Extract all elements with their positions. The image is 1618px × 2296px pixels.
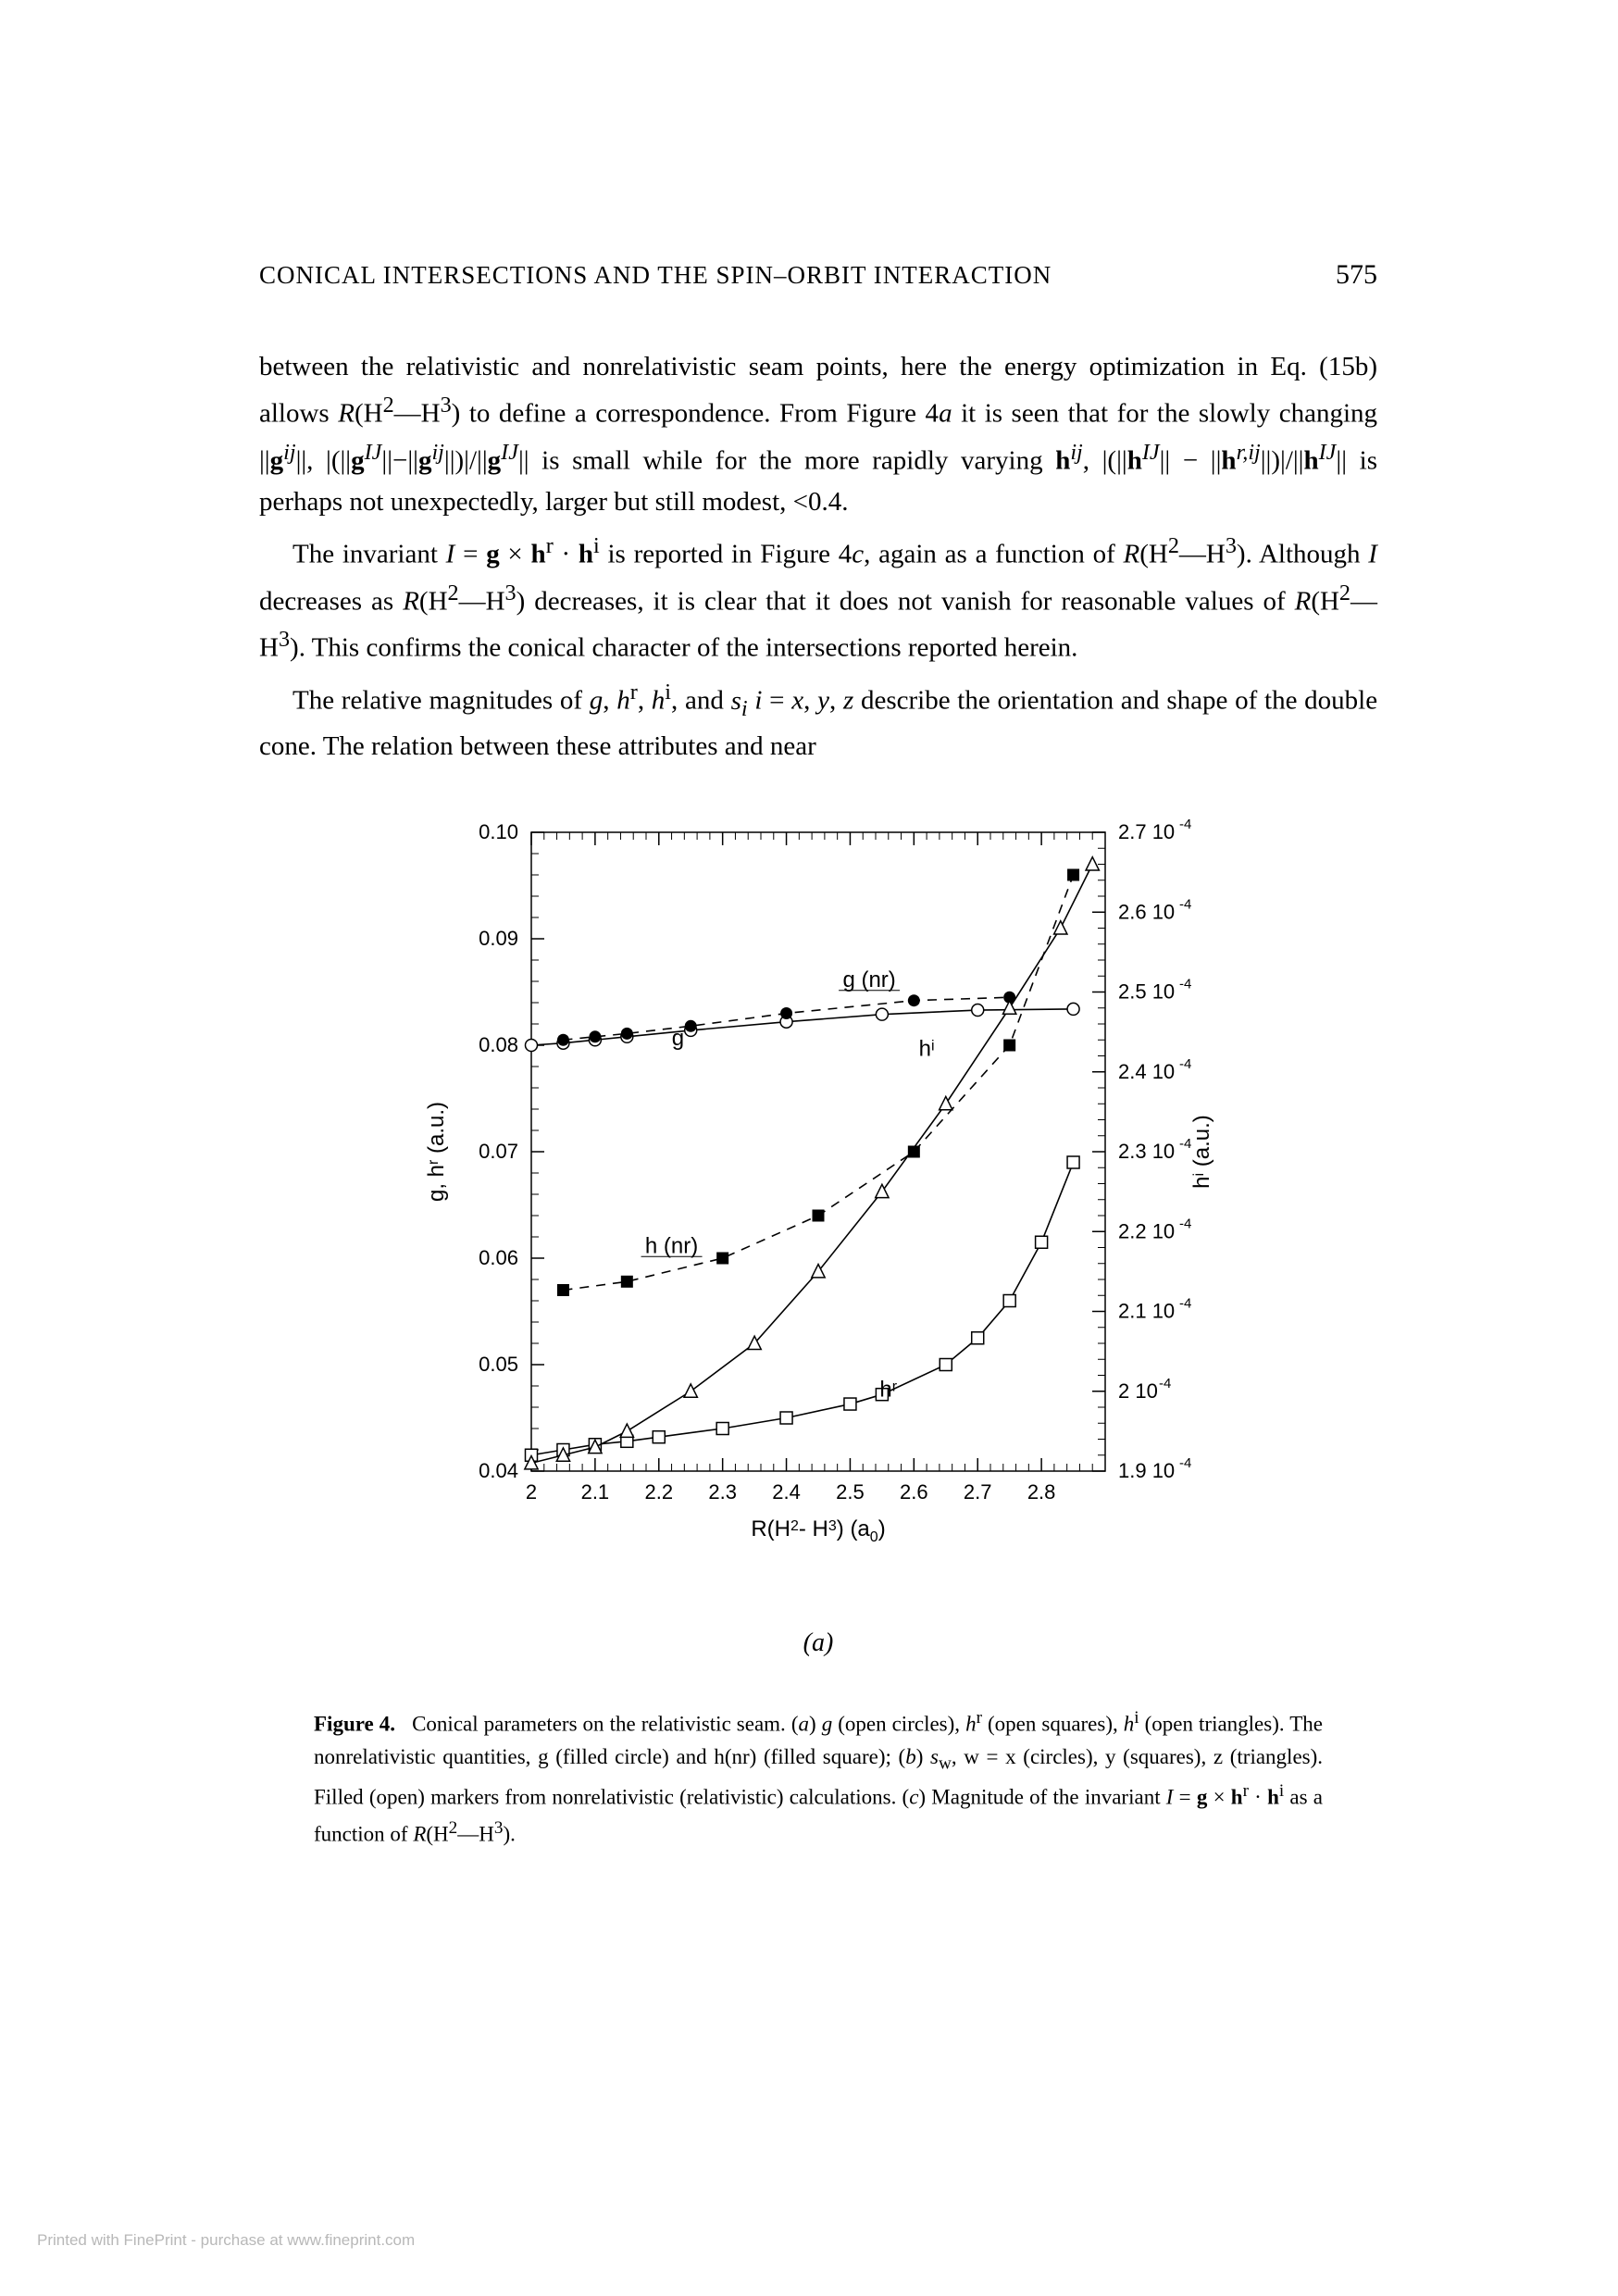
svg-text:2.7 10: 2.7 10 bbox=[1118, 820, 1175, 843]
svg-text:0.05: 0.05 bbox=[479, 1353, 518, 1376]
svg-text:-4: -4 bbox=[1179, 1055, 1191, 1071]
svg-text:2.1: 2.1 bbox=[581, 1480, 610, 1504]
svg-text:2.6: 2.6 bbox=[900, 1480, 928, 1504]
panel-label: (a) bbox=[402, 1628, 1235, 1658]
svg-text:2.3: 2.3 bbox=[708, 1480, 737, 1504]
footer-print-note: Printed with FinePrint - purchase at www… bbox=[37, 2231, 415, 2250]
figure-4a-chart: 2 2.1 2.2 2.3 2.4 2.5 2.6 2.7 2.8 0.04 0.05 0.06 0.0… bbox=[411, 805, 1226, 1619]
svg-text:2.5 10: 2.5 10 bbox=[1118, 980, 1175, 1003]
page-number: 575 bbox=[1336, 259, 1377, 291]
svg-text:-4: -4 bbox=[1179, 1216, 1191, 1231]
svg-text:2 10: 2 10 bbox=[1118, 1379, 1158, 1402]
svg-text:-4: -4 bbox=[1159, 1375, 1171, 1391]
svg-text:g, hr (a.u.): g, hr (a.u.) bbox=[424, 1102, 449, 1202]
svg-text:0.08: 0.08 bbox=[479, 1033, 518, 1056]
paragraph-1: between the relativistic and nonrelativi… bbox=[259, 346, 1377, 523]
svg-text:2.6 10: 2.6 10 bbox=[1118, 900, 1175, 923]
svg-text:2.7: 2.7 bbox=[964, 1480, 992, 1504]
svg-text:2.5: 2.5 bbox=[836, 1480, 865, 1504]
svg-text:2.4: 2.4 bbox=[772, 1480, 801, 1504]
svg-text:0.07: 0.07 bbox=[479, 1140, 518, 1163]
svg-text:0.04: 0.04 bbox=[479, 1459, 518, 1482]
svg-text:2: 2 bbox=[526, 1480, 537, 1504]
svg-text:-4: -4 bbox=[1179, 1295, 1191, 1311]
svg-text:0.06: 0.06 bbox=[479, 1246, 518, 1269]
svg-text:hi: hi bbox=[919, 1036, 935, 1061]
svg-text:h (nr): h (nr) bbox=[645, 1233, 698, 1258]
figure-caption: Figure 4. Conical parameters on the rela… bbox=[314, 1704, 1323, 1851]
svg-text:g (nr): g (nr) bbox=[842, 967, 895, 992]
svg-text:-4: -4 bbox=[1179, 896, 1191, 912]
svg-text:2.4 10: 2.4 10 bbox=[1118, 1059, 1175, 1082]
paragraph-3: The relative magnitudes of g, hr, hi, an… bbox=[259, 675, 1377, 767]
svg-text:0.09: 0.09 bbox=[479, 927, 518, 950]
svg-text:0.10: 0.10 bbox=[479, 820, 518, 843]
svg-text:-4: -4 bbox=[1179, 817, 1191, 832]
paragraph-2: The invariant I = g × hr · hi is reporte… bbox=[259, 529, 1377, 669]
svg-text:2.2: 2.2 bbox=[644, 1480, 673, 1504]
svg-text:g: g bbox=[672, 1026, 684, 1051]
svg-text:-4: -4 bbox=[1179, 976, 1191, 992]
svg-text:2.8: 2.8 bbox=[1027, 1480, 1056, 1504]
svg-text:1.9 10: 1.9 10 bbox=[1118, 1459, 1175, 1482]
svg-text:2.3 10: 2.3 10 bbox=[1118, 1140, 1175, 1163]
svg-text:2.1 10: 2.1 10 bbox=[1118, 1299, 1175, 1322]
page-header-title: CONICAL INTERSECTIONS AND THE SPIN–ORBIT… bbox=[259, 261, 1052, 290]
svg-text:-4: -4 bbox=[1179, 1455, 1191, 1471]
svg-text:R(H2- H3) (a0): R(H2- H3) (a0) bbox=[751, 1516, 885, 1545]
svg-text:hr: hr bbox=[879, 1377, 897, 1402]
svg-text:hi (a.u.): hi (a.u.) bbox=[1189, 1115, 1214, 1189]
svg-text:2.2 10: 2.2 10 bbox=[1118, 1219, 1175, 1242]
